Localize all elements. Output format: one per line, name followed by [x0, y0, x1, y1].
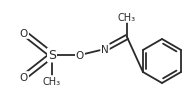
Text: O: O — [20, 29, 28, 39]
Text: CH₃: CH₃ — [118, 13, 136, 23]
Text: O: O — [76, 51, 84, 60]
Text: O: O — [20, 72, 28, 82]
Text: N: N — [101, 45, 109, 55]
Text: CH₃: CH₃ — [43, 76, 61, 86]
Text: S: S — [48, 49, 56, 62]
